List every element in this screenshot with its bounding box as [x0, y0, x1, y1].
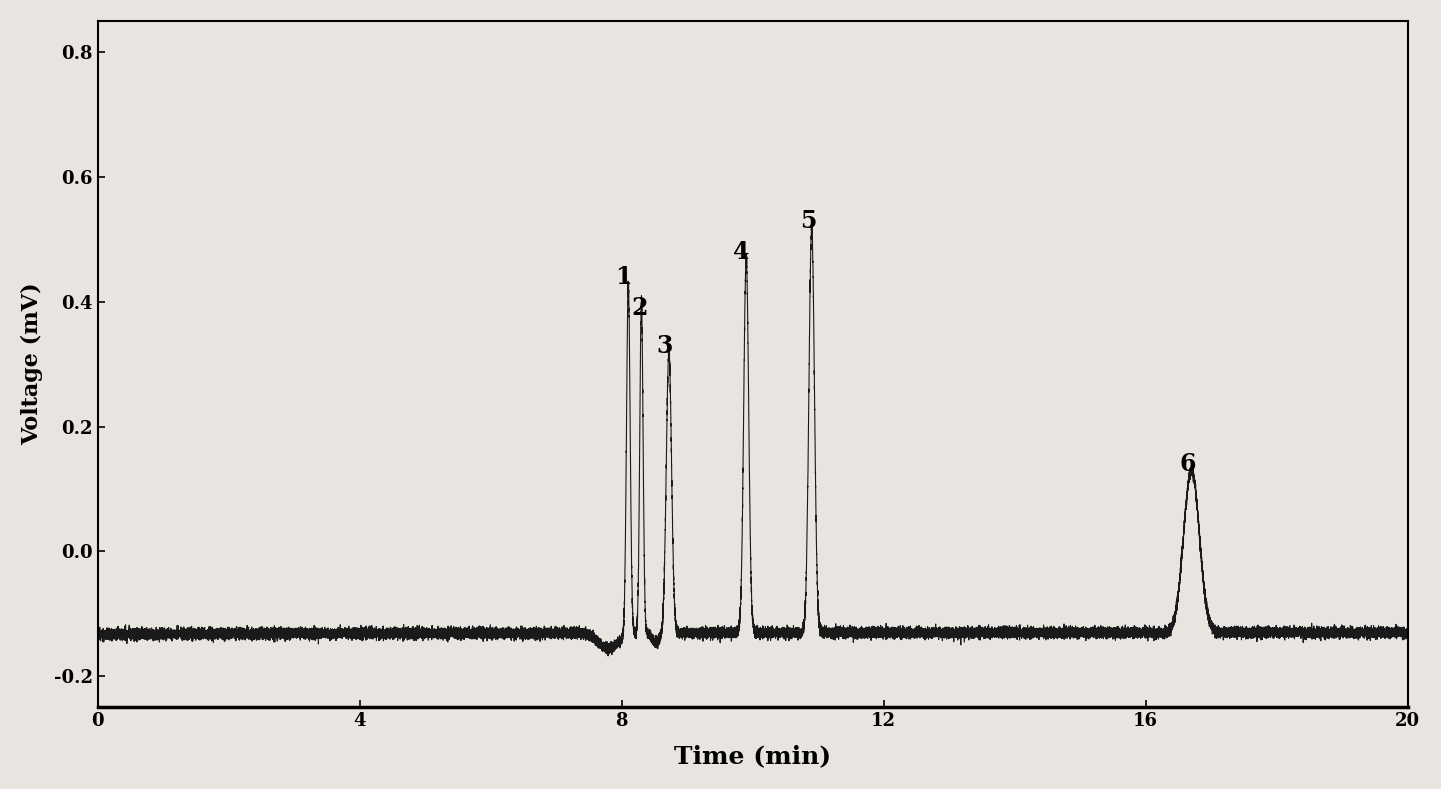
- Text: 3: 3: [657, 334, 673, 358]
- Text: 5: 5: [800, 209, 817, 233]
- Text: 4: 4: [733, 241, 749, 264]
- Text: 1: 1: [615, 265, 631, 290]
- X-axis label: Time (min): Time (min): [674, 744, 831, 768]
- Y-axis label: Voltage (mV): Voltage (mV): [20, 282, 43, 446]
- Text: 6: 6: [1180, 452, 1196, 477]
- Text: 2: 2: [631, 297, 647, 320]
